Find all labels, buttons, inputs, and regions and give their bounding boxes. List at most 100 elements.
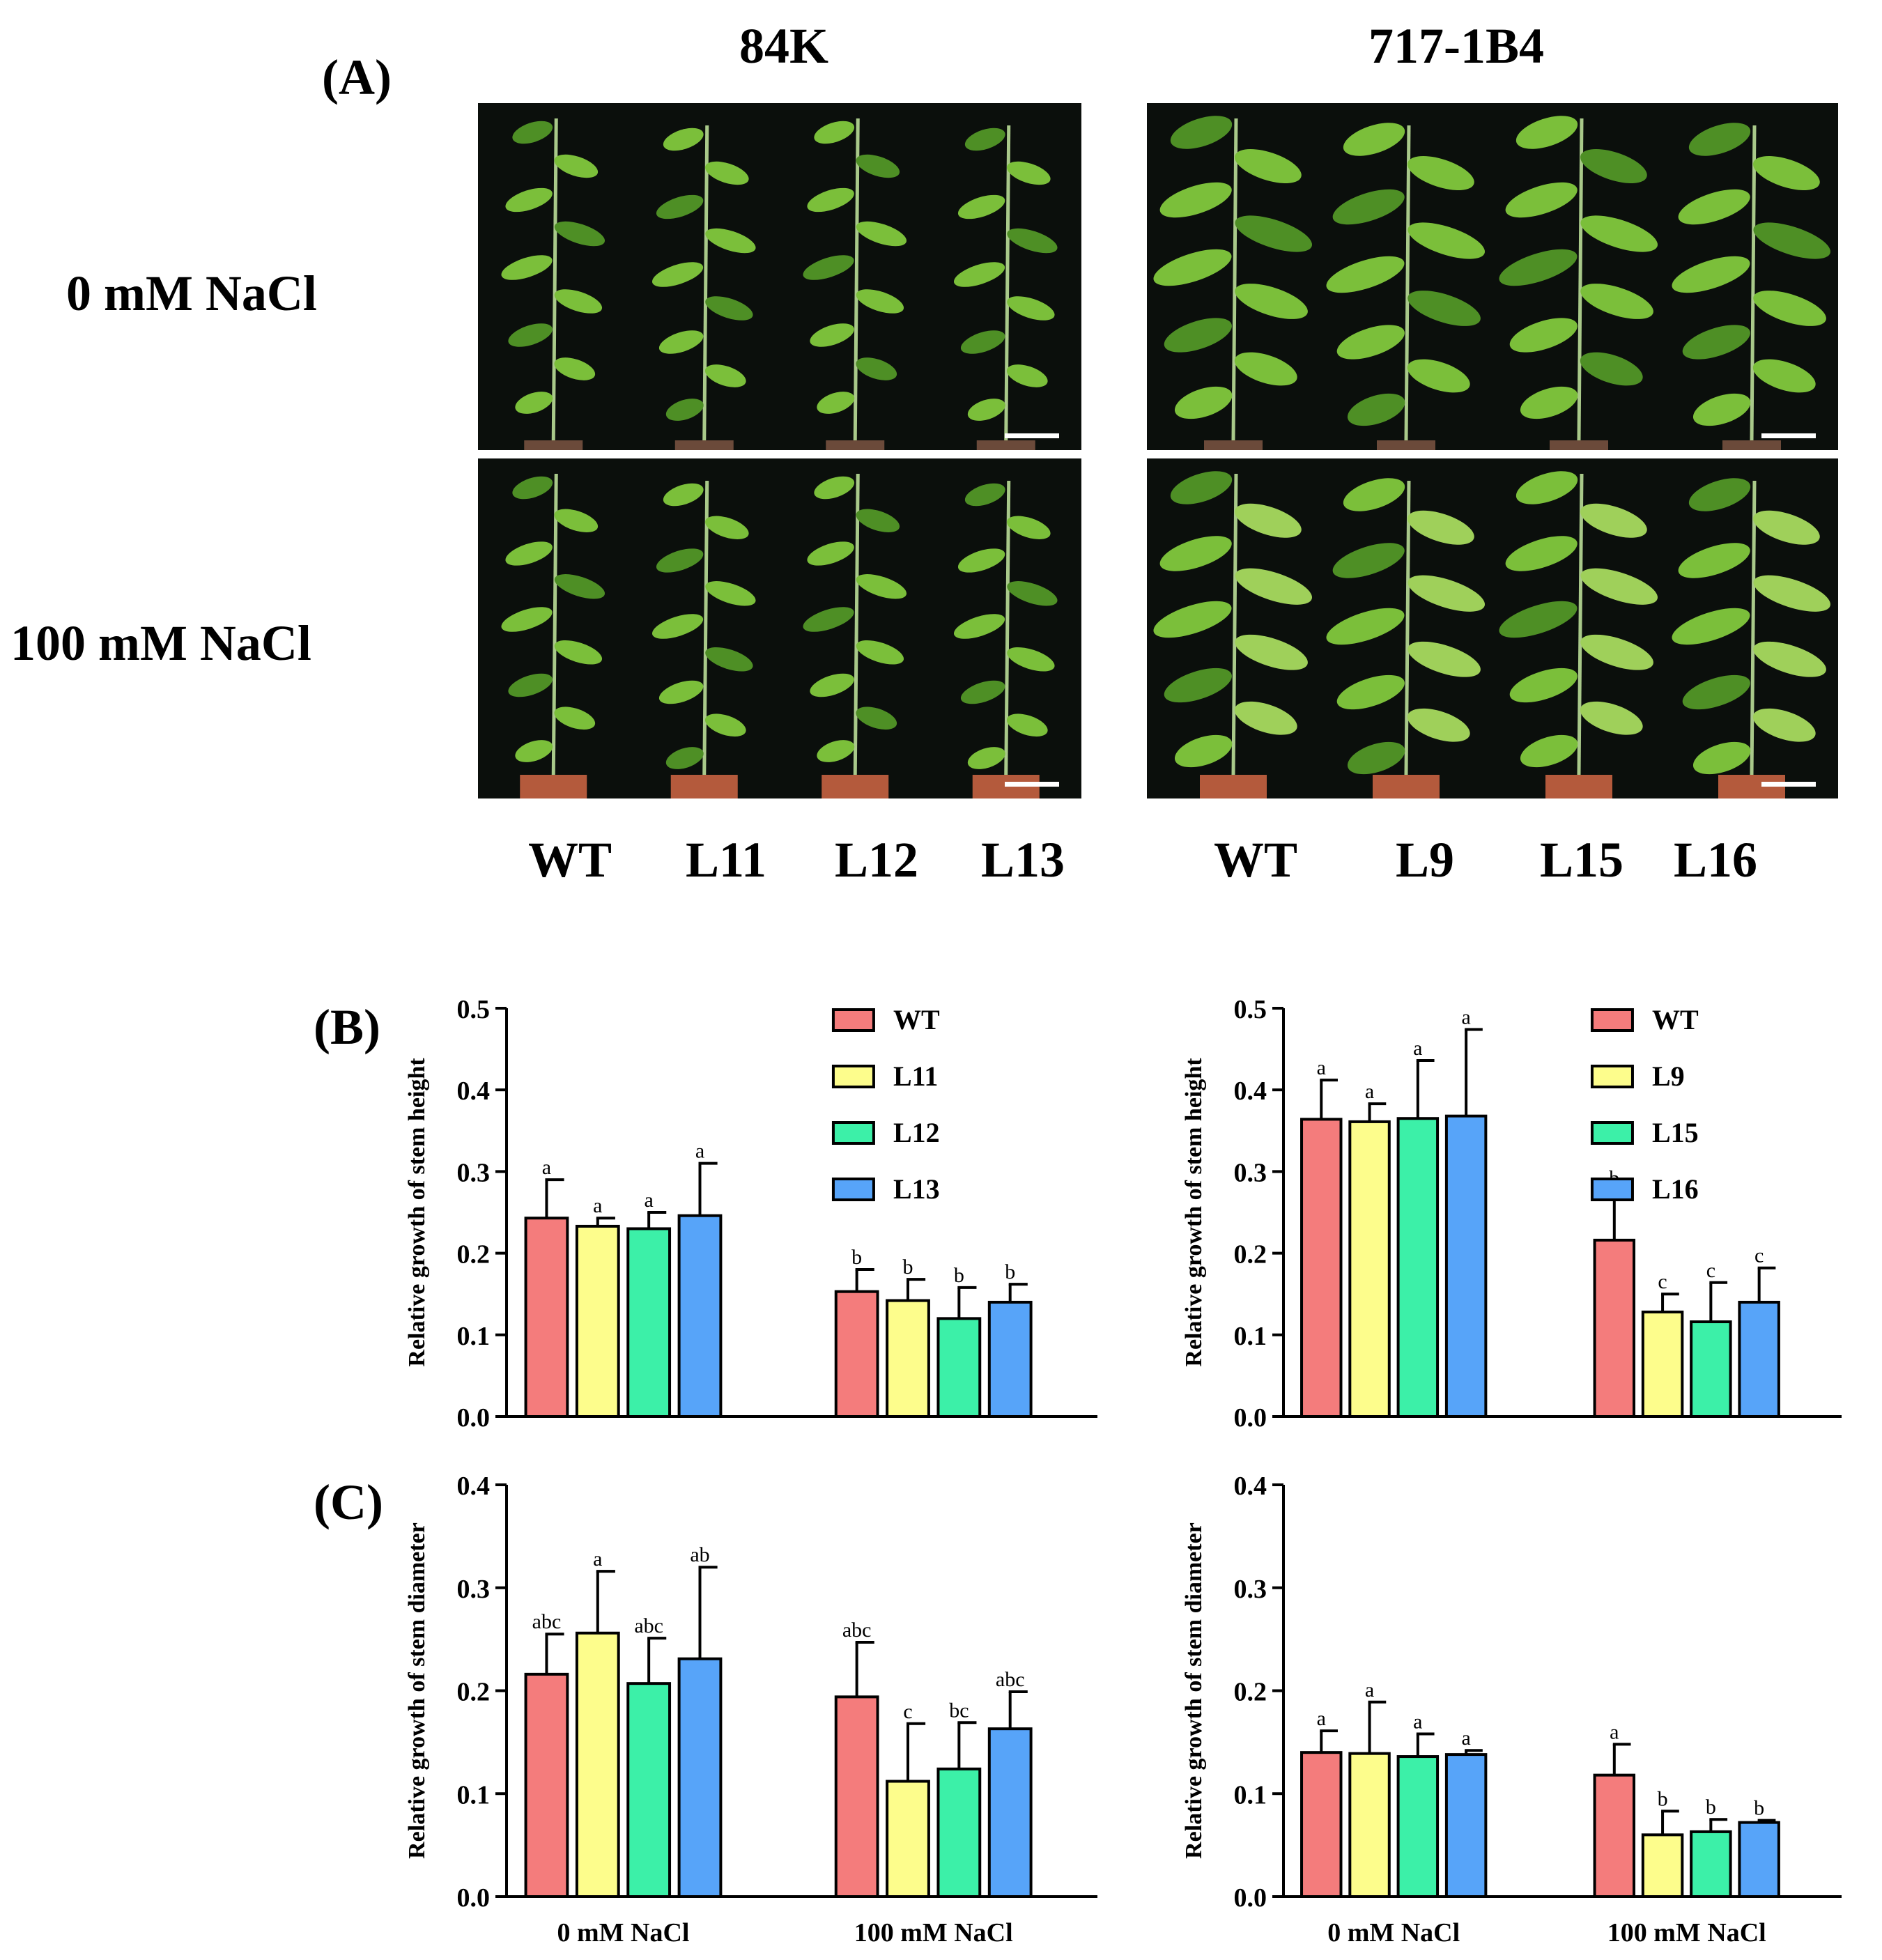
plant-leaf — [1580, 284, 1653, 319]
pot — [1545, 775, 1612, 798]
significance-letter: c — [903, 1700, 912, 1723]
plant-leaf — [1407, 156, 1474, 190]
plant-leaf — [1234, 352, 1297, 386]
plant-leaf — [1006, 364, 1048, 387]
plant-leaf — [856, 509, 900, 532]
bar — [1348, 1120, 1391, 1418]
bar — [886, 1780, 930, 1899]
plant-leaf — [856, 707, 897, 730]
plant-leaf — [1688, 478, 1751, 511]
photo-84k-0mm — [478, 103, 1081, 450]
plant-leaf — [1407, 222, 1485, 259]
plant-leaf — [1347, 393, 1405, 426]
line-label-717-l15: L15 — [1540, 832, 1623, 888]
plant-leaf — [1159, 182, 1232, 218]
bar — [1690, 1830, 1732, 1898]
plant-leaf — [960, 330, 1005, 354]
plant-leaf — [1753, 510, 1820, 545]
significance-letter: ab — [690, 1543, 709, 1566]
pot — [1373, 775, 1440, 798]
legend-label: WT — [893, 1004, 940, 1035]
plant-leaf — [1235, 634, 1308, 670]
bar — [987, 1300, 1033, 1419]
plant-leaf — [705, 647, 753, 672]
plant-stem — [551, 118, 558, 441]
plant-stem — [1004, 125, 1011, 441]
row-label-100mm: 100 mM NaCl — [10, 615, 311, 671]
plant-leaf — [1753, 222, 1830, 259]
significance-letter: a — [1461, 1005, 1470, 1028]
panel-c-label: (C) — [314, 1474, 383, 1530]
plant-leaf — [1007, 161, 1051, 185]
plant-leaf — [1580, 149, 1647, 183]
plant-leaf — [554, 154, 599, 178]
plant-leaf — [1174, 734, 1233, 768]
plant-leaf — [1326, 256, 1405, 293]
photo-717-100mm — [1147, 458, 1838, 798]
group-title-84k: 84K — [739, 18, 828, 74]
plant-leaf — [1007, 581, 1058, 606]
bar — [1641, 1310, 1684, 1419]
plant-leaf — [505, 187, 553, 213]
legend-swatch — [1590, 1065, 1634, 1088]
row-label-0mm: 0 mM NaCl — [66, 265, 317, 321]
significance-letter: abc — [996, 1668, 1025, 1691]
plant-leaf — [705, 296, 753, 321]
plant-leaf — [705, 161, 749, 185]
plant-leaf — [665, 399, 704, 421]
plant-leaf — [953, 614, 1005, 639]
plant-leaf — [704, 713, 746, 737]
plant-leaf — [1343, 123, 1405, 156]
plant-leaf — [964, 483, 1005, 507]
plant — [953, 125, 1058, 450]
y-tick-label: 0.1 — [457, 1780, 491, 1809]
scale-bar — [1005, 433, 1059, 438]
plant-leaf — [1407, 575, 1485, 612]
plant-leaf — [957, 548, 1005, 573]
plant-stem — [1577, 118, 1584, 441]
scale-bar — [1761, 433, 1816, 438]
plant-leaf — [651, 262, 704, 287]
plant-leaf — [501, 255, 553, 280]
significance-letter: b — [903, 1256, 913, 1279]
significance-letter: c — [1754, 1244, 1764, 1267]
plant-leaf — [807, 187, 854, 213]
plant-leaf — [856, 640, 904, 665]
plant-stem — [1231, 473, 1238, 775]
plant-leaf — [856, 574, 907, 599]
significance-letter: a — [1461, 1727, 1470, 1750]
pot — [826, 440, 885, 450]
chart-stem-height-717: 0.0 0.1 0.2 0.3 0.4 0.5 Relative growth of ste… — [1181, 995, 1842, 1433]
plant — [651, 125, 756, 450]
bar — [677, 1657, 723, 1898]
photo-84k-100mm — [478, 458, 1081, 798]
plant — [1153, 471, 1312, 798]
plant-leaf — [1234, 701, 1297, 735]
plant — [651, 480, 756, 798]
significance-letter: a — [542, 1156, 551, 1179]
significance-letter: a — [695, 1140, 704, 1163]
plant-leaf — [1753, 156, 1820, 190]
bar — [1641, 1833, 1684, 1899]
plant — [501, 118, 606, 450]
plant-leaf — [1515, 471, 1578, 504]
plant-leaf — [554, 221, 606, 247]
pot — [524, 440, 583, 450]
plant-leaf — [501, 607, 553, 632]
plant-leaf — [508, 673, 553, 697]
plant-leaf — [1509, 318, 1578, 353]
plant-leaf — [1580, 634, 1653, 670]
plant-leaf — [817, 392, 855, 414]
bar — [1300, 1118, 1343, 1418]
bar — [575, 1224, 620, 1418]
plant-stem — [1404, 125, 1411, 441]
significance-letter: b — [954, 1264, 964, 1287]
plant-leaf — [953, 262, 1005, 287]
plant-stem — [551, 473, 558, 775]
line-label-717-l16: L16 — [1674, 832, 1757, 888]
plant-leaf — [1007, 647, 1055, 672]
plant-leaf — [554, 640, 603, 665]
line-label-84k-l13: L13 — [981, 832, 1065, 888]
plant-leaf — [656, 194, 704, 219]
plant-leaf — [1753, 291, 1826, 326]
